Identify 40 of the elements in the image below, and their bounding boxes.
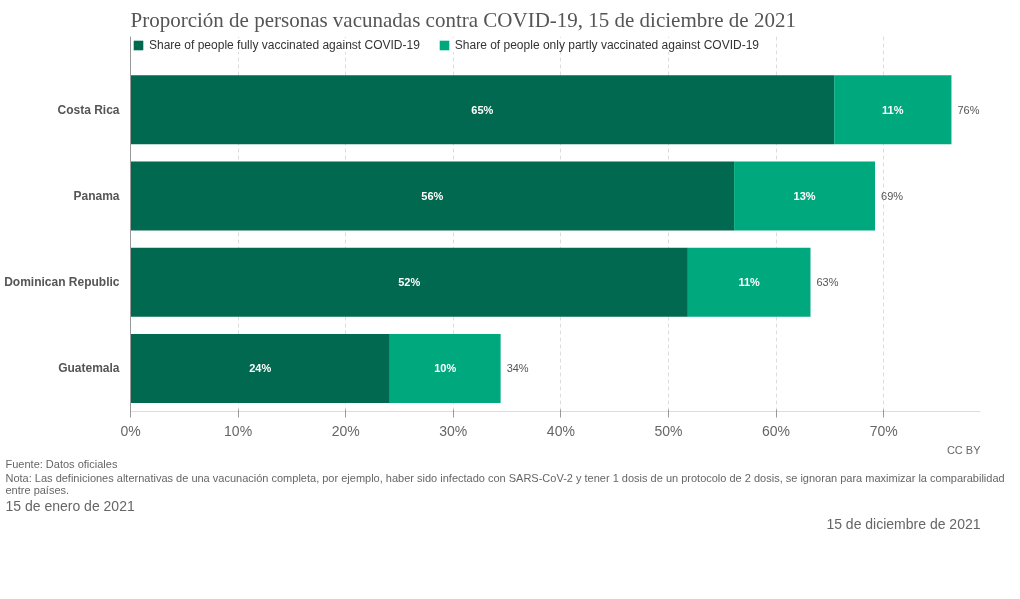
data-label: 11% xyxy=(738,276,761,289)
total-label: 63% xyxy=(816,276,839,289)
y-tick-label: Costa Rica xyxy=(57,102,120,117)
y-tick-label: Dominican Republic xyxy=(4,275,120,290)
data-label: 11% xyxy=(882,103,904,116)
x-tick-label: 0% xyxy=(120,422,141,439)
x-tick-label: 50% xyxy=(654,422,683,439)
data-label: 56% xyxy=(421,189,444,202)
bar xyxy=(734,161,876,231)
total-label: 76% xyxy=(957,103,980,116)
data-label: 10% xyxy=(434,362,457,375)
legend-label: Share of people only partly vaccinated against COVID-19 xyxy=(454,38,759,52)
total-label: 34% xyxy=(506,362,529,375)
y-tick-label: Panama xyxy=(73,188,120,203)
data-label: 13% xyxy=(793,189,816,202)
x-tick-label: 30% xyxy=(439,422,468,439)
bar xyxy=(130,333,390,403)
total-label: 69% xyxy=(881,189,904,202)
text: CC BY xyxy=(946,443,982,456)
bar xyxy=(130,161,735,231)
text: Nota: Las definiciones alternativas de una vacunación completa, por ejemplo, haber sido infectado con SARS-CoV-2 y tener 1 dosis de un protocolo de 2 dosis, se ignoran para maximizar la comparabilidad entre países. xyxy=(5,471,1005,496)
x-tick-label: 20% xyxy=(331,422,360,439)
text: 15 de diciembre de 2021 xyxy=(826,515,981,532)
x-tick-label: 10% xyxy=(224,422,253,439)
x-tick-label: 70% xyxy=(869,422,898,439)
bar xyxy=(130,247,688,317)
chart-title: Proporción de personas vacunadas contra COVID-19, 15 de diciembre de 2021 xyxy=(130,7,796,32)
data-label: 65% xyxy=(471,103,494,116)
bar xyxy=(834,75,952,145)
bar xyxy=(687,247,811,317)
x-tick-label: 60% xyxy=(762,422,791,439)
data-label: 24% xyxy=(249,362,272,375)
data-label: 52% xyxy=(398,276,421,289)
bar xyxy=(130,75,835,145)
y-tick-label: Guatemala xyxy=(58,361,120,376)
x-tick-label: 40% xyxy=(546,422,575,439)
bar xyxy=(389,333,501,403)
text: 15 de enero de 2021 xyxy=(5,497,135,514)
legend-label: Share of people fully vaccinated against COVID-19 xyxy=(149,38,420,52)
source-note: Fuente: Datos oficiales xyxy=(5,457,118,470)
